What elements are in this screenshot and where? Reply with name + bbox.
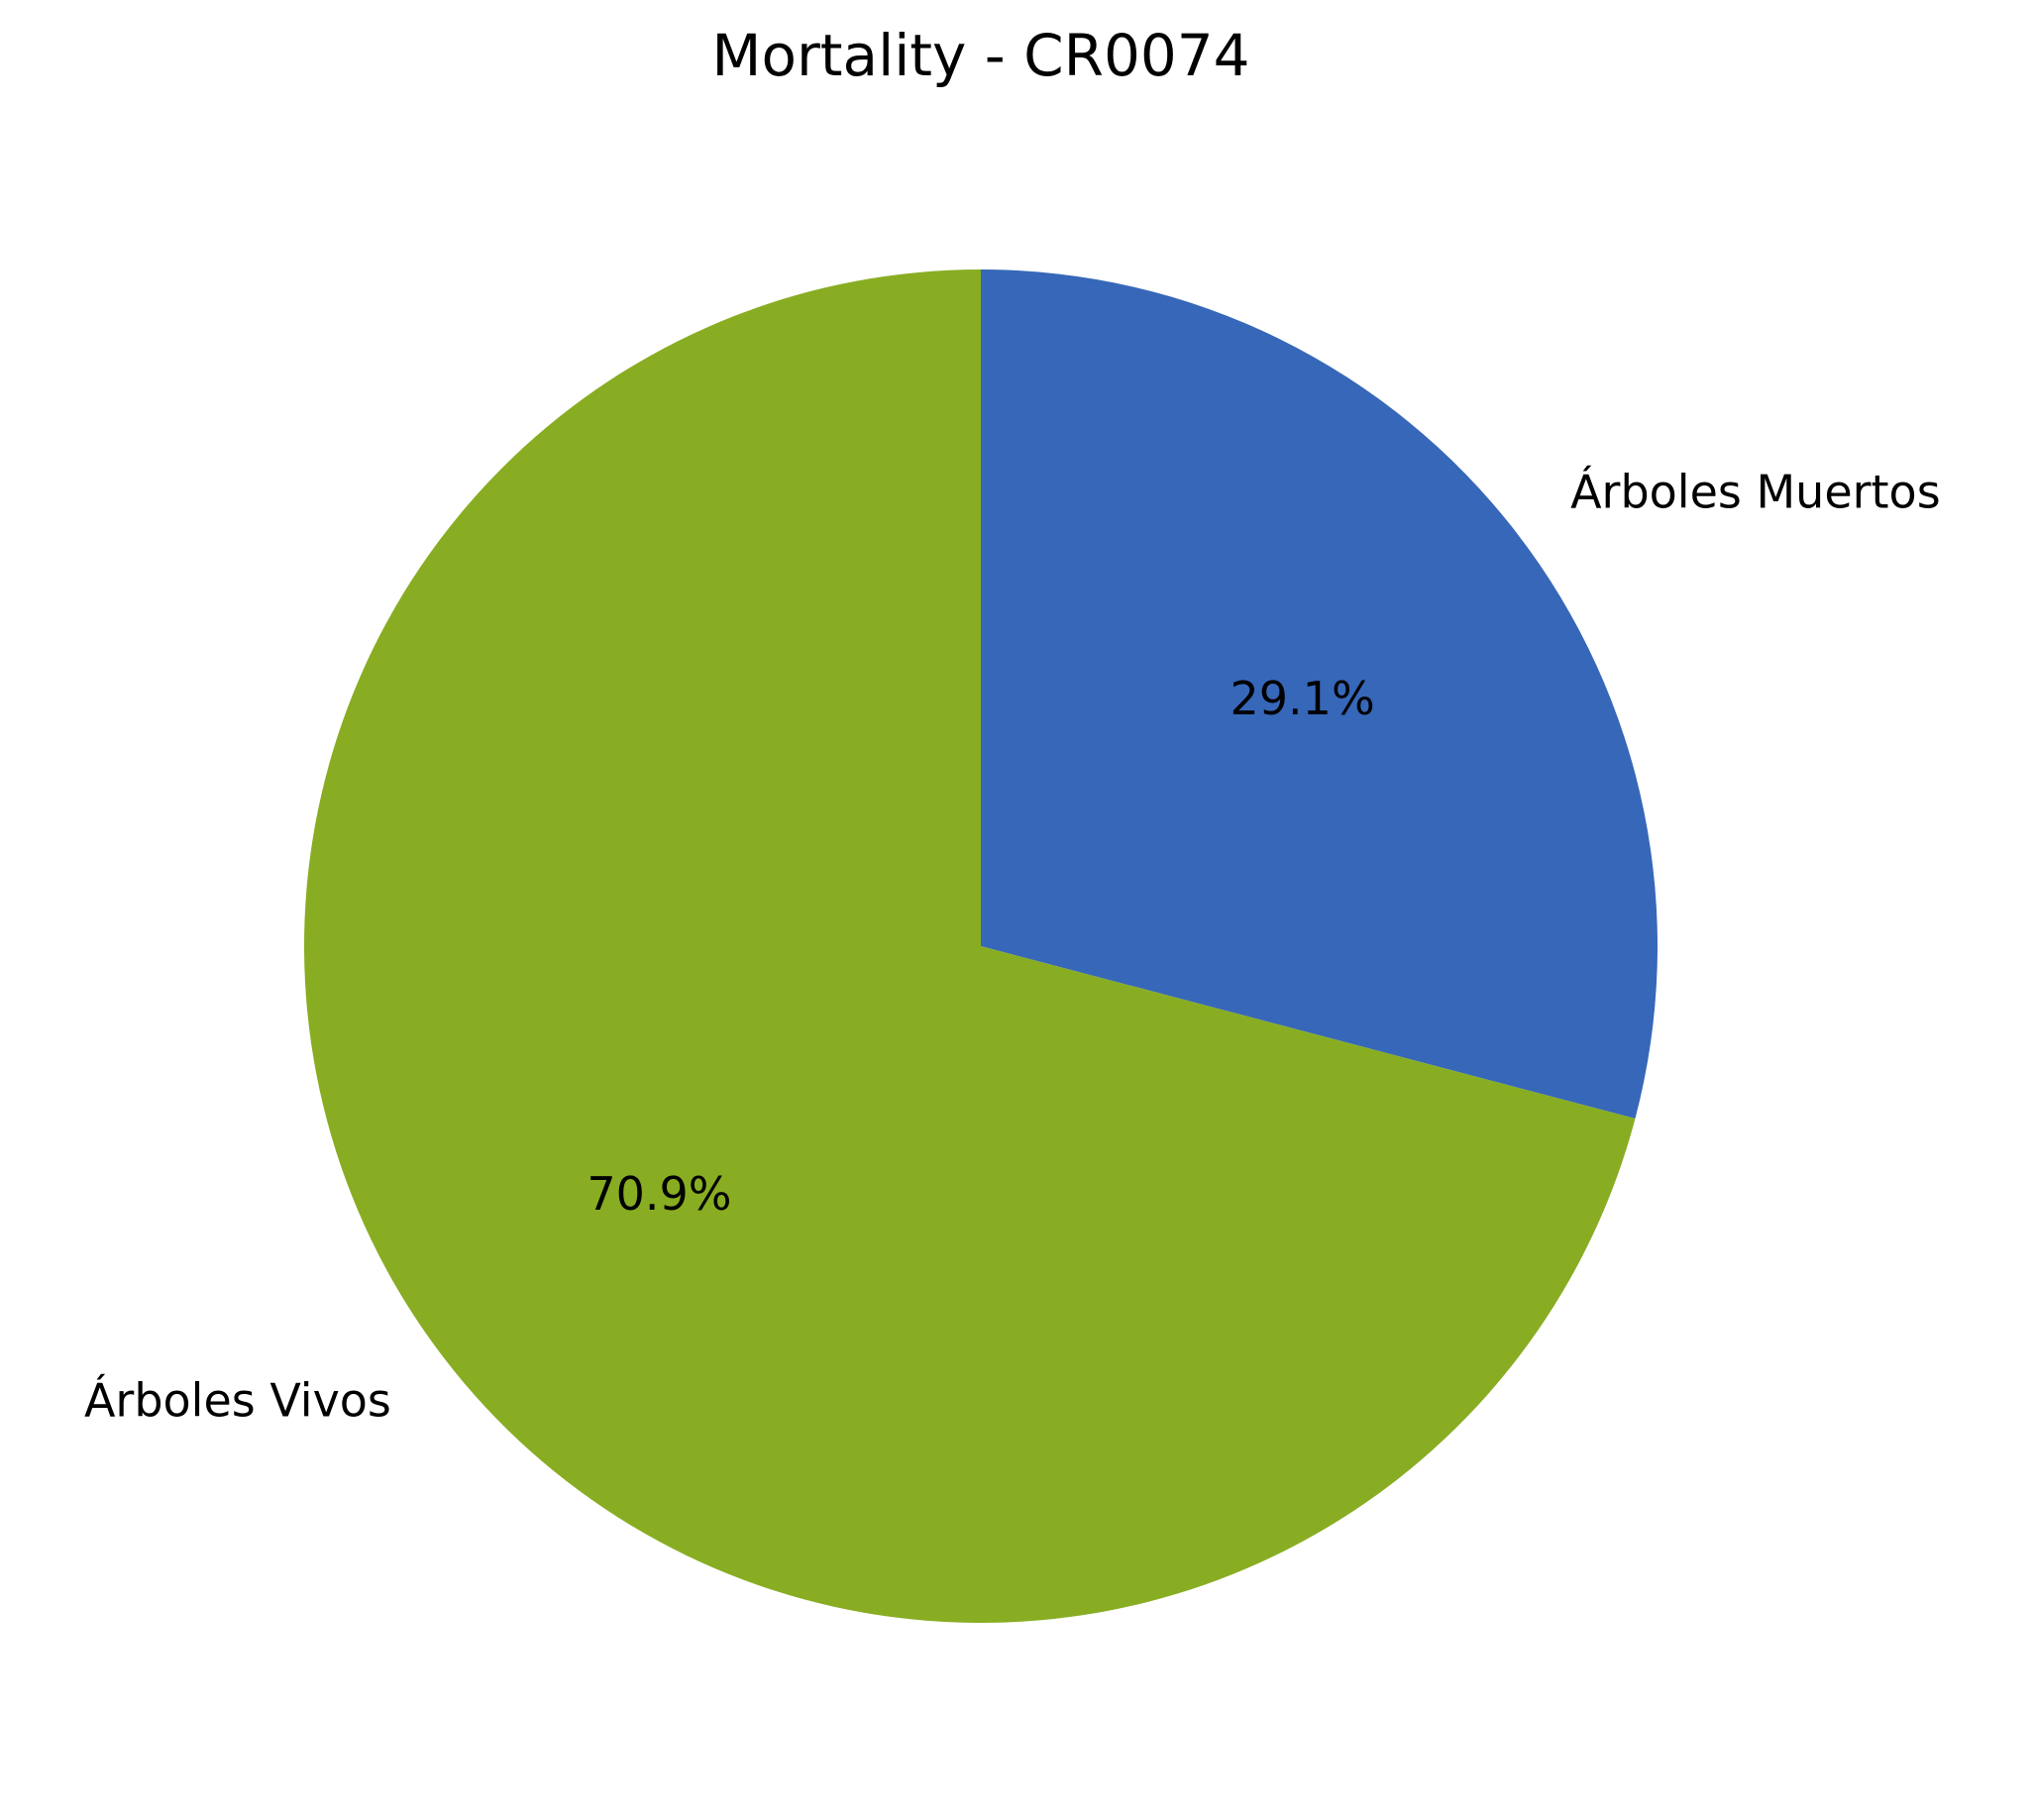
- pct-label-arboles-muertos: 29.1%: [1231, 672, 1375, 725]
- pct-label-arboles-vivos: 70.9%: [587, 1167, 731, 1221]
- pie-slice-arboles-muertos: [981, 269, 1658, 1120]
- pie-slice-arboles-vivos: [304, 269, 1636, 1623]
- pie-labels: 29.1% Árboles Muertos 70.9% Árboles Vivos: [84, 465, 1941, 1427]
- slice-label-arboles-vivos: Árboles Vivos: [84, 1374, 391, 1428]
- chart-title: Mortality - CR0074: [711, 22, 1249, 89]
- pie-slices: [304, 269, 1658, 1623]
- slice-label-arboles-muertos: Árboles Muertos: [1570, 465, 1941, 518]
